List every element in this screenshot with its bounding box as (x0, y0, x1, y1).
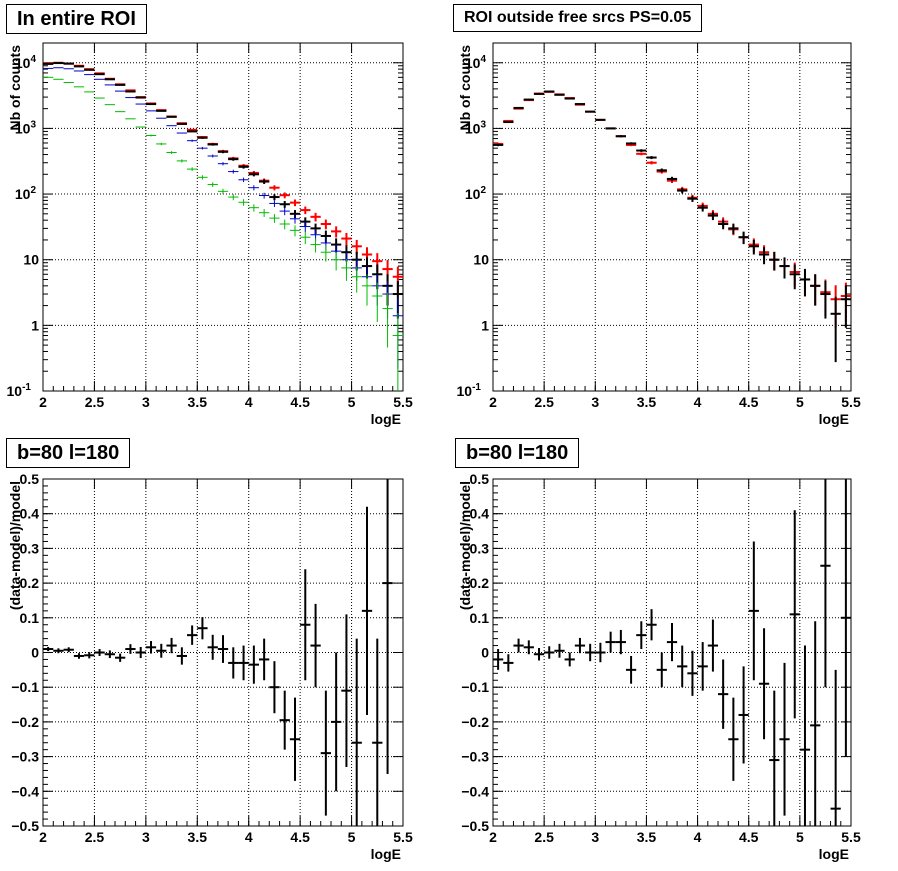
y-tick-label: −0.3 (461, 749, 489, 765)
x-tick-label: 3 (591, 394, 599, 410)
series-1 (493, 90, 851, 328)
x-tick-label: 5.5 (393, 394, 413, 410)
y-axis-label: (data-model)/model (7, 481, 23, 610)
plot-frame (42, 42, 404, 392)
y-tick-label: −0.1 (11, 679, 39, 695)
y-tick-label: 10 (23, 252, 39, 268)
y-tick-label: 0.5 (470, 471, 490, 487)
y-axis-label: (data-model)/model (457, 481, 473, 610)
y-tick-label: −0.5 (461, 818, 489, 834)
y-tick-label: 0 (31, 645, 39, 661)
x-tick-label: 4.5 (290, 394, 310, 410)
residual-series (43, 479, 393, 826)
plot-frame (42, 478, 404, 827)
y-axis-label: Nb of counts (457, 45, 473, 131)
x-tick-label: 4 (245, 829, 253, 845)
x-tick-label: 5 (348, 829, 356, 845)
x-tick-label: 3.5 (188, 394, 208, 410)
y-axis-label: Nb of counts (7, 45, 23, 131)
x-tick-label: 5 (796, 829, 804, 845)
y-tick-label: 1 (481, 317, 489, 333)
y-tick-label: 0.2 (20, 575, 40, 591)
y-tick-label: 0.2 (470, 575, 490, 591)
y-tick-label: −0.3 (11, 749, 39, 765)
x-tick-label: 3.5 (637, 394, 657, 410)
x-tick-label: 5.5 (393, 829, 413, 845)
y-tick-label: −0.1 (461, 679, 489, 695)
plot-frame (492, 478, 852, 827)
panel-3-title: b=80 l=180 (6, 438, 131, 468)
x-tick-label: 4 (245, 394, 253, 410)
y-tick-label: 0.5 (20, 471, 40, 487)
panel-4-title: b=80 l=180 (455, 438, 580, 468)
y-tick-label: 0.1 (470, 610, 490, 626)
x-axis-label: logE (819, 411, 849, 427)
x-tick-label: 2 (39, 829, 47, 845)
x-tick-label: 3 (142, 829, 150, 845)
series-3 (43, 67, 403, 369)
y-tick-label: 0.4 (470, 506, 490, 522)
y-tick-label: 102 (465, 185, 487, 202)
series-2 (493, 90, 851, 363)
x-tick-label: 2.5 (85, 394, 105, 410)
y-tick-label: −0.4 (11, 783, 39, 799)
x-tick-label: 5.5 (841, 394, 861, 410)
y-tick-label: −0.4 (461, 783, 489, 799)
y-tick-label: 10-1 (7, 382, 32, 399)
x-tick-label: 5.5 (841, 829, 861, 845)
y-tick-label: 0.4 (20, 506, 40, 522)
x-axis-label: logE (371, 411, 401, 427)
x-axis-label: logE (371, 846, 401, 862)
y-tick-label: 0.3 (20, 540, 40, 556)
x-tick-label: 2.5 (534, 394, 554, 410)
y-tick-label: 0.1 (20, 610, 40, 626)
x-tick-label: 4.5 (290, 829, 310, 845)
x-tick-label: 4.5 (739, 394, 759, 410)
series-1 (43, 61, 403, 293)
x-tick-label: 2 (39, 394, 47, 410)
x-tick-label: 3.5 (188, 829, 208, 845)
x-tick-label: 5 (348, 394, 356, 410)
chart-panel-3: 2 2.5 3 3.5 4 4.5 5 5.5 −0.5 −0.4 −0.3 −0.2 −0.1 0 0.1… (7, 471, 413, 862)
x-tick-label: 4.5 (739, 829, 759, 845)
y-tick-label: −0.5 (11, 818, 39, 834)
series-4 (43, 76, 403, 391)
y-tick-label: 0.3 (470, 540, 490, 556)
x-tick-label: 4 (694, 829, 702, 845)
y-tick-label: 10 (473, 252, 489, 268)
panel-1-title: In entire ROI (6, 4, 147, 34)
x-tick-label: 2.5 (85, 829, 105, 845)
y-tick-label: −0.2 (461, 714, 489, 730)
chart-panel-4: 2 2.5 3 3.5 4 4.5 5 5.5 −0.5 −0.4 −0.3 −0.2 −0.1 0 0.1… (457, 471, 861, 862)
y-tick-label: 0 (481, 645, 489, 661)
y-tick-label: −0.2 (11, 714, 39, 730)
residual-series (493, 479, 851, 826)
y-tick-label: 1 (31, 317, 39, 333)
panel-2-title: ROI outside free srcs PS=0.05 (453, 4, 703, 32)
y-tick-label: 102 (15, 185, 37, 202)
x-tick-label: 3 (591, 829, 599, 845)
x-tick-label: 4 (694, 394, 702, 410)
x-tick-label: 3 (142, 394, 150, 410)
plot-frame (492, 42, 852, 392)
x-tick-label: 2.5 (534, 829, 554, 845)
x-axis-label: logE (819, 846, 849, 862)
x-tick-label: 2 (489, 829, 497, 845)
x-tick-label: 5 (796, 394, 804, 410)
y-tick-label: 10-1 (457, 382, 482, 399)
x-tick-label: 3.5 (637, 829, 657, 845)
x-tick-label: 2 (489, 394, 497, 410)
